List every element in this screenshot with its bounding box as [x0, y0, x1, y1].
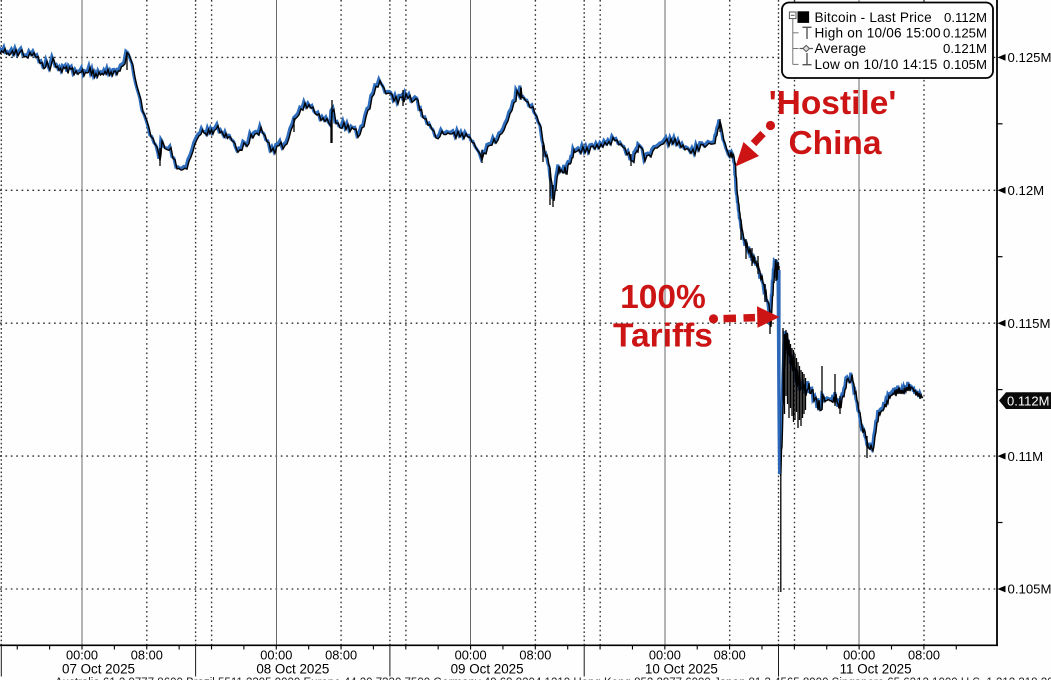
svg-text:00:00: 00:00: [260, 648, 292, 663]
svg-text:Low on 10/10 14:15: Low on 10/10 14:15: [815, 57, 938, 72]
svg-text:08:00: 08:00: [714, 648, 746, 663]
svg-text:00:00: 00:00: [455, 648, 487, 663]
svg-text:08 Oct 2025: 08 Oct 2025: [256, 662, 329, 677]
svg-text:08:00: 08:00: [519, 648, 551, 663]
svg-text:Australia 61 2 9777 8600 Brazi: Australia 61 2 9777 8600 Brazil 5511 239…: [55, 677, 1051, 680]
svg-text:08:00: 08:00: [131, 648, 163, 663]
svg-text:0.125M: 0.125M: [943, 26, 987, 41]
svg-text:09 Oct 2025: 09 Oct 2025: [451, 662, 524, 677]
svg-text:China: China: [788, 125, 881, 162]
svg-text:0.11M: 0.11M: [1008, 449, 1044, 464]
svg-text:Tariffs: Tariffs: [613, 318, 713, 355]
svg-text:100%: 100%: [620, 279, 706, 316]
svg-text:0.105M: 0.105M: [1008, 582, 1051, 597]
svg-text:0.105M: 0.105M: [943, 57, 987, 72]
svg-text:00:00: 00:00: [649, 648, 681, 663]
svg-text:Average: Average: [815, 41, 867, 56]
svg-text:07 Oct 2025: 07 Oct 2025: [62, 662, 135, 677]
svg-text:0.125M: 0.125M: [1008, 50, 1051, 65]
svg-text:00:00: 00:00: [843, 648, 875, 663]
svg-text:'Hostile': 'Hostile': [769, 85, 897, 122]
svg-text:11 Oct 2025: 11 Oct 2025: [840, 662, 912, 677]
svg-text:Bitcoin - Last Price: Bitcoin - Last Price: [815, 10, 932, 25]
svg-text:0.112M: 0.112M: [944, 10, 987, 25]
svg-text:0.112M: 0.112M: [1007, 393, 1049, 408]
svg-text:08:00: 08:00: [325, 648, 357, 663]
svg-text:High on 10/06 15:00: High on 10/06 15:00: [815, 26, 941, 41]
svg-text:0.121M: 0.121M: [943, 41, 987, 56]
svg-text:08:00: 08:00: [908, 648, 940, 663]
svg-text:00:00: 00:00: [66, 648, 98, 663]
svg-text:0.115M: 0.115M: [1008, 316, 1051, 331]
svg-text:0.12M: 0.12M: [1008, 183, 1045, 198]
svg-text:10 Oct 2025: 10 Oct 2025: [645, 662, 718, 677]
